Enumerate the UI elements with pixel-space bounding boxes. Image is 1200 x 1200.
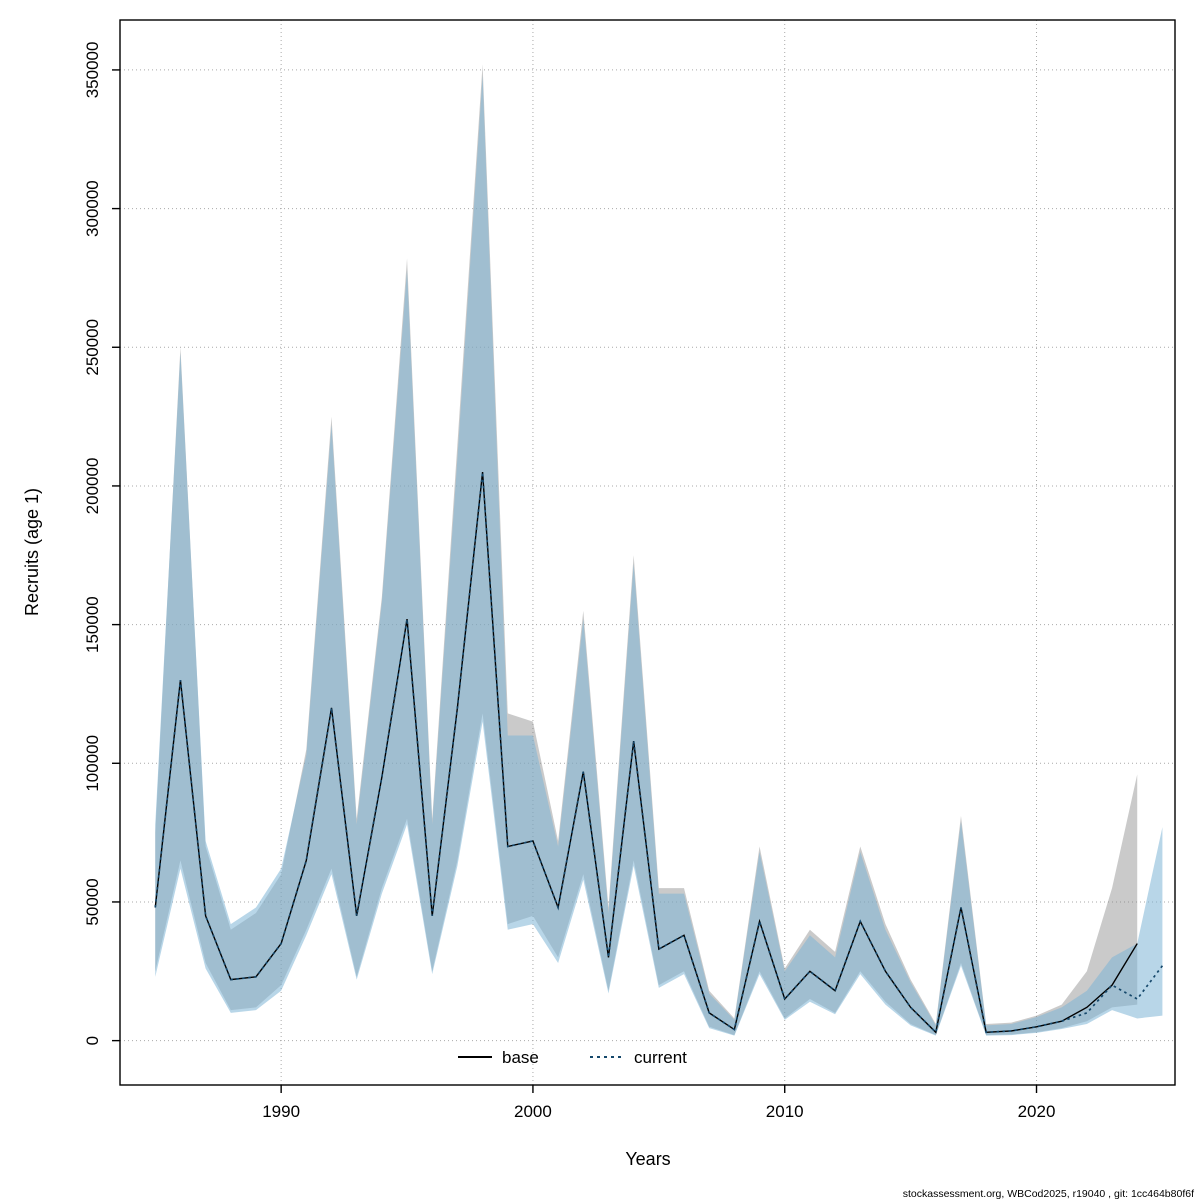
legend-current-label: current [634,1048,687,1067]
base-median-line [154,471,1138,1034]
axes: 1990 2000 2010 2020 0 50000 100000 150000 200000… [83,42,1055,1121]
x-axis-title: Years [625,1149,670,1169]
gridlines [120,20,1175,1085]
median-lines [154,471,1164,1035]
y-tick-label: 350000 [83,42,102,99]
y-tick-label: 0 [83,1036,102,1045]
y-axis-title: Recruits (age 1) [22,488,42,616]
y-tick-label: 200000 [83,458,102,515]
y-tick-label: 300000 [83,180,102,237]
footer-citation: stockassessment.org, WBCod2025, r19040 ,… [903,1188,1194,1200]
y-tick-label: 50000 [83,878,102,925]
plot-border [119,19,1176,1086]
x-tick-label: 2000 [514,1102,552,1121]
legend-base-label: base [502,1048,539,1067]
legend: base current [458,1048,687,1067]
x-tick-label: 2010 [766,1102,804,1121]
x-tick-label: 2020 [1018,1102,1056,1121]
y-tick-label: 150000 [83,596,102,653]
confidence-bands [155,64,1163,1036]
y-tick-label: 250000 [83,319,102,376]
y-tick-label: 100000 [83,735,102,792]
x-tick-label: 1990 [262,1102,300,1121]
current-confidence-band [155,75,1163,1036]
